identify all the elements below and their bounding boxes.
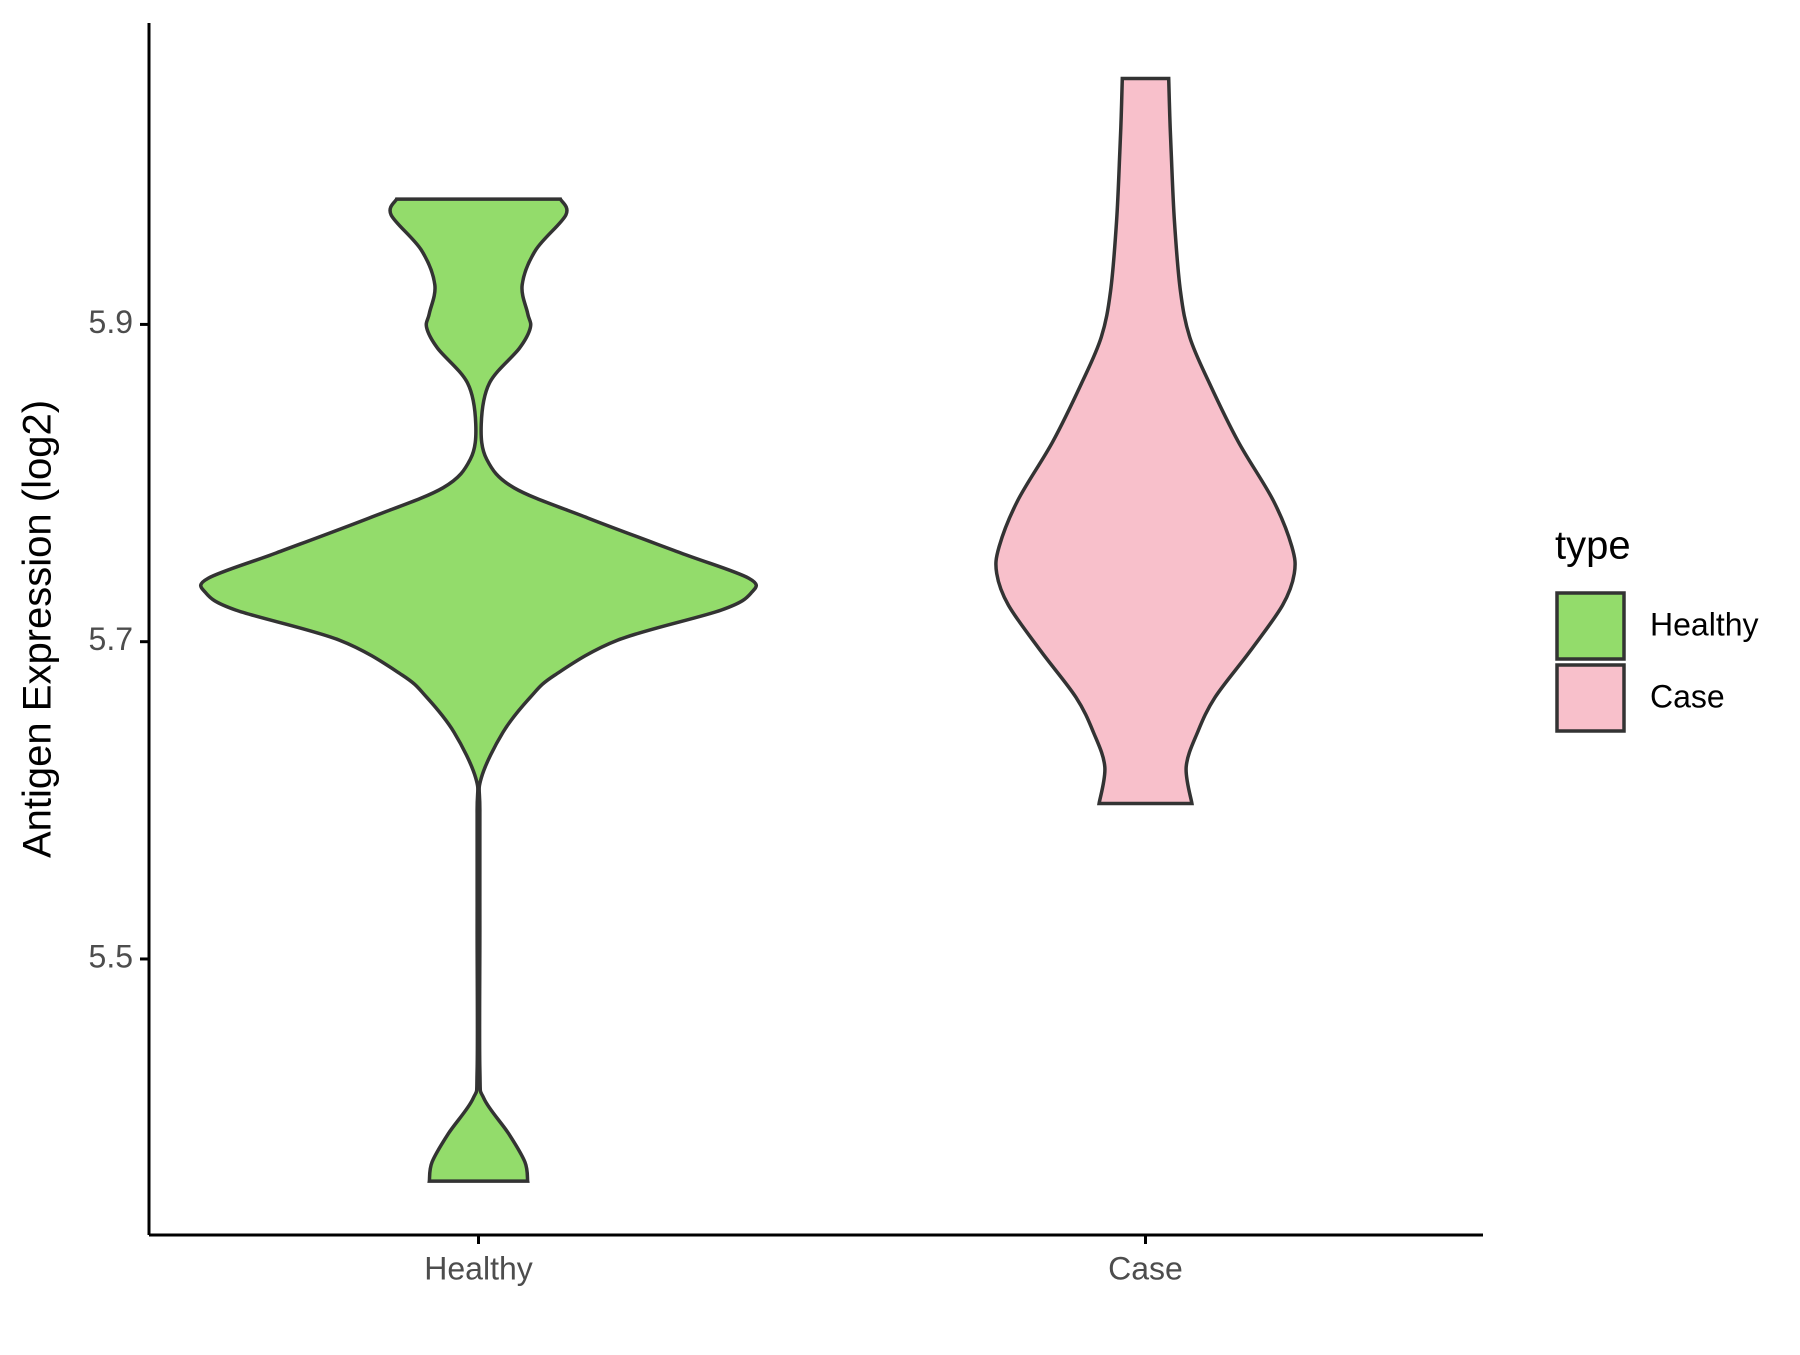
legend-label: Case [1650, 678, 1725, 714]
violin [994, 76, 1297, 806]
y-tick-label: 5.7 [89, 621, 133, 657]
x-tick-label: Healthy [424, 1250, 533, 1286]
y-tick-label: 5.5 [89, 938, 133, 974]
y-axis-label: Antigen Expression (log2) [16, 400, 60, 858]
legend-label: Healthy [1650, 606, 1759, 642]
y-tick-label: 5.9 [89, 304, 133, 340]
legend-title: type [1555, 524, 1631, 568]
violin [198, 197, 759, 1183]
x-tick-label: Case [1108, 1250, 1183, 1286]
legend-key [1555, 663, 1626, 733]
legend-key [1555, 591, 1626, 661]
